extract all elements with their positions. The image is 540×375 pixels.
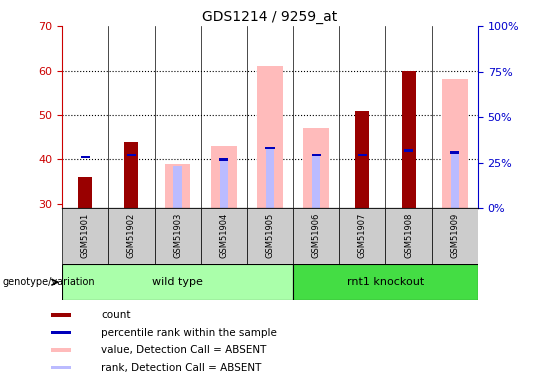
Bar	[173, 166, 182, 208]
Bar	[154, 208, 201, 264]
Bar	[293, 264, 478, 300]
Bar	[109, 208, 154, 264]
Bar	[220, 159, 228, 208]
Bar	[247, 208, 293, 264]
Text: GSM51906: GSM51906	[312, 212, 321, 258]
Text: GSM51909: GSM51909	[450, 213, 460, 258]
Bar	[265, 147, 275, 150]
Bar	[80, 156, 90, 158]
Bar	[303, 128, 329, 208]
Text: rnt1 knockout: rnt1 knockout	[347, 277, 424, 287]
Text: rank, Detection Call = ABSENT: rank, Detection Call = ABSENT	[101, 363, 261, 373]
Text: GSM51908: GSM51908	[404, 212, 413, 258]
Bar	[339, 208, 386, 264]
Bar	[266, 148, 274, 208]
Bar	[62, 264, 293, 300]
Bar	[312, 154, 321, 156]
Bar	[165, 164, 190, 208]
Bar	[257, 66, 283, 208]
Bar	[312, 155, 320, 208]
Text: GSM51903: GSM51903	[173, 212, 182, 258]
Text: GSM51902: GSM51902	[127, 213, 136, 258]
Text: GSM51901: GSM51901	[80, 213, 90, 258]
Text: value, Detection Call = ABSENT: value, Detection Call = ABSENT	[101, 345, 266, 355]
Bar	[358, 154, 367, 156]
Text: count: count	[101, 310, 131, 320]
Bar	[211, 146, 237, 208]
Bar	[442, 80, 468, 208]
Bar	[451, 153, 459, 208]
Bar	[51, 366, 71, 369]
Bar	[293, 208, 339, 264]
Text: GSM51907: GSM51907	[358, 212, 367, 258]
Text: percentile rank within the sample: percentile rank within the sample	[101, 328, 277, 338]
Bar	[127, 154, 136, 156]
Bar	[51, 331, 71, 334]
Bar	[78, 177, 92, 208]
Bar	[386, 208, 431, 264]
Bar	[51, 348, 71, 352]
Text: GSM51904: GSM51904	[219, 213, 228, 258]
Title: GDS1214 / 9259_at: GDS1214 / 9259_at	[202, 10, 338, 24]
Bar	[355, 111, 369, 208]
Bar	[404, 149, 413, 152]
Bar	[402, 70, 415, 208]
Bar	[431, 208, 478, 264]
Bar	[450, 152, 460, 154]
Text: genotype/variation: genotype/variation	[3, 277, 96, 287]
Text: wild type: wild type	[152, 277, 203, 287]
Bar	[51, 314, 71, 316]
Bar	[201, 208, 247, 264]
Bar	[219, 158, 228, 160]
Bar	[124, 142, 138, 208]
Bar	[62, 208, 109, 264]
Text: GSM51905: GSM51905	[266, 213, 274, 258]
